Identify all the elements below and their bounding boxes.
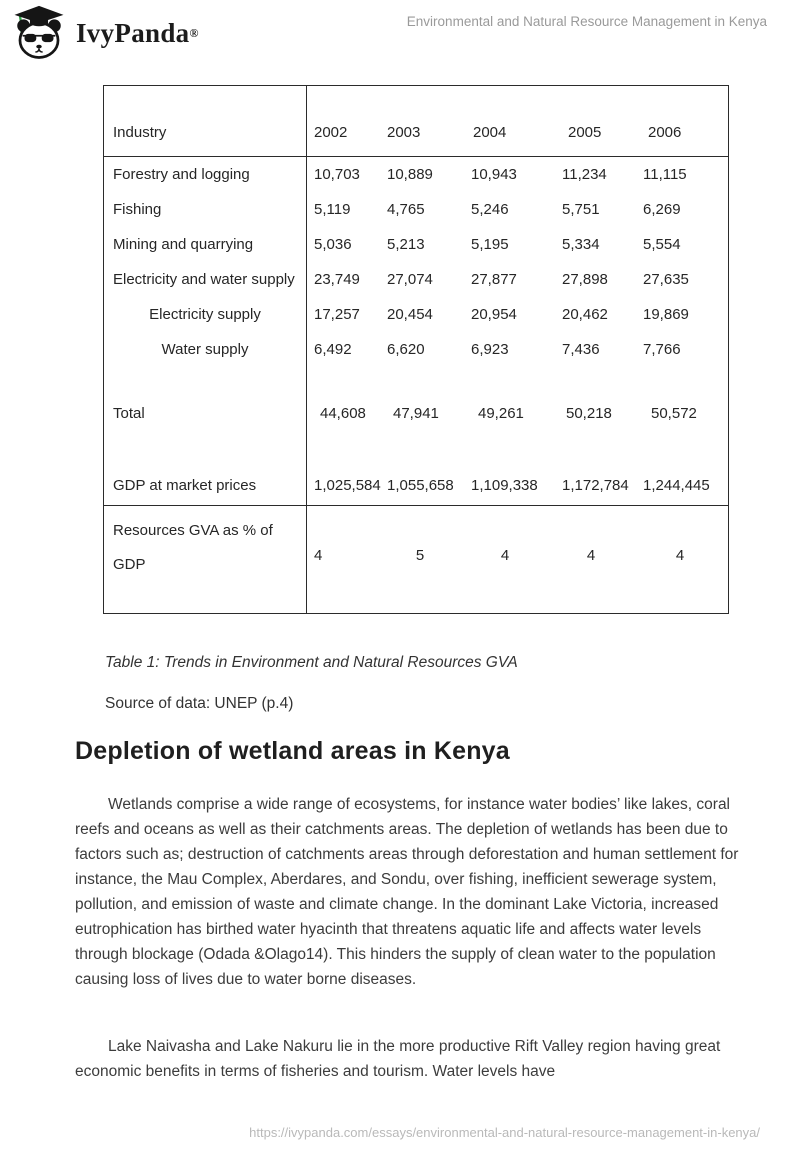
cell-value: 4,765 xyxy=(387,201,425,218)
registered-trademark: ® xyxy=(189,25,199,40)
row-label-line1: Resources GVA as % of xyxy=(113,522,273,539)
row-label: Resources GVA as % of GDP xyxy=(104,506,307,613)
row-label-line2: GDP xyxy=(113,556,146,573)
cell-value: 5,554 xyxy=(643,236,681,253)
cell-value: 11,234 xyxy=(562,166,607,183)
table-row-resources-gva-percent: Resources GVA as % of GDP 4 5 4 4 4 xyxy=(104,505,728,613)
cell-value: 20,954 xyxy=(471,306,517,323)
cell-value: 5 xyxy=(415,547,425,564)
row-label: Fishing xyxy=(104,192,307,227)
cell-value: 50,218 xyxy=(566,405,612,422)
cell-value: 27,877 xyxy=(471,271,517,288)
cell-value: 27,074 xyxy=(387,271,433,288)
ivypanda-logo[interactable]: IvyPanda ® xyxy=(10,4,198,62)
cell-value: 1,244,445 xyxy=(643,477,710,494)
table-spacer-row xyxy=(104,431,728,466)
row-label: Forestry and logging xyxy=(104,157,307,192)
cell-value: 5,036 xyxy=(314,236,352,253)
cell-value: 5,246 xyxy=(471,201,509,218)
document-header-title: Environmental and Natural Resource Manag… xyxy=(406,14,767,29)
brand-name: IvyPanda xyxy=(76,17,190,48)
column-header-2005: 2005 xyxy=(568,124,602,141)
column-header-2004: 2004 xyxy=(473,124,507,141)
column-header-2002: 2002 xyxy=(314,124,348,141)
spacer-cell xyxy=(104,367,307,396)
cell-value: 20,454 xyxy=(387,306,433,323)
cell-value: 49,261 xyxy=(478,405,524,422)
cell-value: 5,119 xyxy=(314,201,351,218)
cell-value: 5,195 xyxy=(471,236,509,253)
table-row-mining: Mining and quarrying 5,036 5,213 5,195 5… xyxy=(104,227,728,262)
page-source-url[interactable]: https://ivypanda.com/essays/environmenta… xyxy=(249,1125,760,1140)
column-header-2003: 2003 xyxy=(387,124,421,141)
table-spacer-row xyxy=(104,367,728,396)
cell-value: 6,492 xyxy=(314,341,352,358)
cell-value: 10,889 xyxy=(387,166,433,183)
cell-value: 44,608 xyxy=(320,405,366,422)
cell-value: 20,462 xyxy=(562,306,608,323)
section-heading: Depletion of wetland areas in Kenya xyxy=(75,737,510,765)
cell-value: 4 xyxy=(500,547,510,564)
cell-value: 4 xyxy=(675,547,685,564)
cell-value: 5,751 xyxy=(562,201,600,218)
row-label: GDP at market prices xyxy=(104,466,307,505)
cell-value: 10,703 xyxy=(314,166,360,183)
cell-value: 7,436 xyxy=(562,341,600,358)
panda-graduate-icon xyxy=(14,5,64,59)
cell-value: 27,898 xyxy=(562,271,608,288)
column-header-industry: Industry xyxy=(104,86,307,156)
table-row-total: Total 44,608 47,941 49,261 50,218 50,572 xyxy=(104,396,728,431)
table-row-electricity-water: Electricity and water supply 23,749 27,0… xyxy=(104,262,728,297)
cell-value: 23,749 xyxy=(314,271,360,288)
body-paragraph: Lake Naivasha and Lake Nakuru lie in the… xyxy=(75,1038,721,1080)
table-row-water-supply: Water supply 6,492 6,620 6,923 7,436 7,7… xyxy=(104,332,728,367)
spacer-cell xyxy=(104,431,307,466)
cell-value: 5,334 xyxy=(562,236,600,253)
row-label: Electricity and water supply xyxy=(104,262,307,297)
cell-value: 47,941 xyxy=(393,405,439,422)
data-source-note: Source of data: UNEP (p.4) xyxy=(105,695,294,712)
cell-value: 6,269 xyxy=(643,201,681,218)
cell-value: 17,257 xyxy=(314,306,360,323)
gva-table: Industry 2002 2003 2004 2005 2006 Forest… xyxy=(103,85,729,614)
cell-value: 1,172,784 xyxy=(562,477,629,494)
cell-value: 10,943 xyxy=(471,166,517,183)
row-label: Total xyxy=(104,396,307,431)
cell-value: 19,869 xyxy=(643,306,689,323)
cell-value: 6,923 xyxy=(471,341,509,358)
cell-value: 7,766 xyxy=(643,341,681,358)
cell-value: 1,109,338 xyxy=(471,477,538,494)
table-header-row: Industry 2002 2003 2004 2005 2006 xyxy=(104,86,728,157)
table-row-electricity-supply: Electricity supply 17,257 20,454 20,954 … xyxy=(104,297,728,332)
body-paragraph: Wetlands comprise a wide range of ecosys… xyxy=(75,796,739,988)
table-row-forestry: Forestry and logging 10,703 10,889 10,94… xyxy=(104,157,728,192)
cell-value: 27,635 xyxy=(643,271,689,288)
cell-value: 1,025,584 xyxy=(314,477,381,494)
table-row-gdp: GDP at market prices 1,025,584 1,055,658… xyxy=(104,466,728,505)
row-label: Water supply xyxy=(104,332,307,367)
cell-value: 11,115 xyxy=(643,166,687,183)
cell-value: 6,620 xyxy=(387,341,425,358)
cell-value: 5,213 xyxy=(387,236,425,253)
row-label: Electricity supply xyxy=(104,297,307,332)
cell-value: 1,055,658 xyxy=(387,477,454,494)
cell-value: 50,572 xyxy=(651,405,697,422)
table-caption: Table 1: Trends in Environment and Natur… xyxy=(105,654,518,671)
cell-value: 4 xyxy=(314,547,323,564)
row-label: Mining and quarrying xyxy=(104,227,307,262)
cell-value: 4 xyxy=(586,547,596,564)
table-row-fishing: Fishing 5,119 4,765 5,246 5,751 6,269 xyxy=(104,192,728,227)
column-header-2006: 2006 xyxy=(648,124,682,141)
